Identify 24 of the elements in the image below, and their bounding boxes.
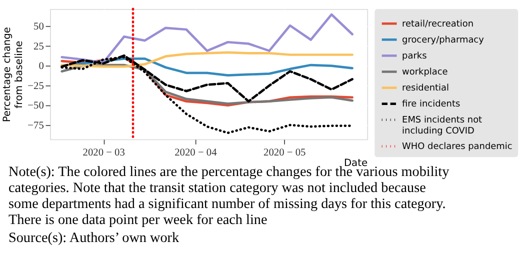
legend-label: WHO declares pandemic — [402, 142, 512, 152]
x-axis-title: Date — [344, 158, 368, 170]
legend-label: parks — [402, 52, 428, 62]
legend-label: workplace — [402, 68, 448, 78]
x-tick-label: 2020 − 04 — [174, 148, 218, 159]
line-series — [60, 13, 354, 64]
line-series — [60, 64, 354, 105]
legend-label: EMS incidents not including COVID — [402, 116, 483, 137]
legend-label: residential — [402, 84, 450, 94]
y-tick-label: −75 — [28, 120, 44, 132]
x-tick-label: 2020 − 03 — [82, 148, 125, 159]
y-tick-label: −50 — [28, 100, 44, 112]
source-note: Source(s): Authors’ own work — [8, 230, 180, 246]
legend-label: fire incidents — [402, 100, 460, 110]
legend-label: retail/recreation — [402, 19, 474, 30]
y-tick-label: 0 — [38, 61, 44, 72]
line-series — [60, 51, 354, 68]
legend-label: grocery/pharmacy — [402, 35, 485, 46]
line-series — [60, 58, 354, 76]
x-tick-label: 2020 − 05 — [264, 148, 306, 159]
y-axis-title: Percentage change from baseline — [2, 26, 25, 122]
y-tick-label: 25 — [34, 41, 44, 52]
y-tick-label: −25 — [28, 80, 44, 92]
y-tick-label: 50 — [34, 22, 44, 33]
